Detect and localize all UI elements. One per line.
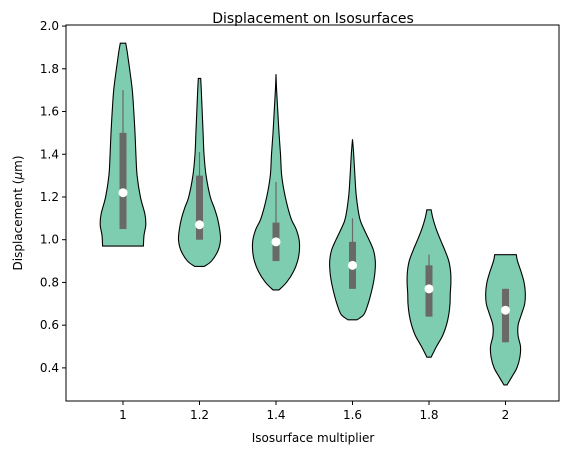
y-tick-label: 1.4 [40, 147, 59, 161]
x-axis-label: Isosurface multiplier [252, 431, 375, 445]
y-axis-label-unit: μ [11, 172, 25, 181]
violin-median [195, 220, 204, 230]
x-tick-label: 1.6 [343, 408, 362, 422]
violin-median [118, 188, 128, 198]
violins-group [99, 42, 526, 386]
y-tick-label: 0.8 [40, 275, 59, 289]
violin-1.6 [329, 139, 376, 321]
y-tick-label: 2.0 [40, 19, 59, 33]
x-tick-label: 1.2 [190, 408, 209, 422]
y-axis: 0.4 0.6 0.8 1.0 1.2 1.4 1.6 1.8 2.0 [40, 19, 66, 375]
violin-1.2 [177, 77, 222, 267]
violin-1.4 [251, 74, 301, 291]
violin-1.8 [406, 209, 452, 358]
y-tick-label: 0.4 [40, 361, 59, 375]
y-tick-label: 1.2 [40, 190, 59, 204]
y-tick-label: 0.6 [40, 318, 59, 332]
y-tick-label: 1.6 [40, 105, 59, 119]
violin-median [424, 284, 434, 294]
x-tick-label: 1.4 [266, 408, 285, 422]
y-tick-label: 1.8 [40, 62, 59, 76]
x-tick-label: 2 [502, 408, 510, 422]
y-axis-label-suffix: m) [11, 155, 25, 171]
violin-1 [99, 42, 147, 247]
violin-2 [485, 254, 526, 386]
x-tick-label: 1 [119, 408, 127, 422]
y-tick-label: 1.0 [40, 233, 59, 247]
violin-median [271, 237, 281, 247]
violin-median [501, 305, 510, 315]
violin-median [348, 260, 357, 270]
x-tick-label: 1.8 [419, 408, 438, 422]
x-axis: 1 1.2 1.4 1.6 1.8 2 [119, 401, 509, 422]
chart-title: Displacement on Isosurfaces [212, 11, 414, 27]
y-axis-label-prefix: Displacement ( [11, 180, 25, 271]
violin-box [119, 132, 127, 230]
y-axis-label: Displacement (μm) [11, 155, 25, 270]
violin-box [502, 288, 509, 343]
violin-box [196, 175, 203, 240]
plot-frame [65, 24, 560, 402]
